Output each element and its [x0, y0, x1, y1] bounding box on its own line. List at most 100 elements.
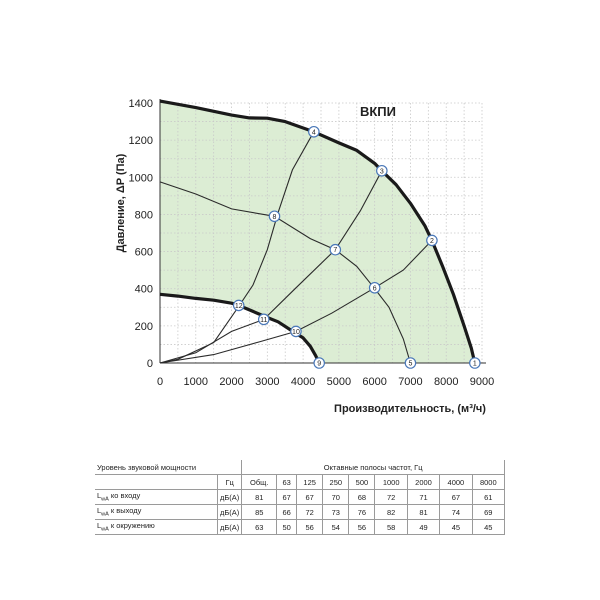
point-marker-label: 4: [312, 129, 316, 136]
row-label-sub: wA: [101, 511, 109, 518]
value-cell: 50: [276, 519, 298, 535]
value-cell: 82: [374, 504, 408, 520]
x-tick-label: 0: [157, 376, 163, 388]
x-axis-title: Производительность, (м³/ч): [334, 403, 486, 415]
x-tick-label: 4000: [291, 376, 315, 388]
value-cell: 68: [348, 489, 376, 505]
table-row: LwA к окружению дБ(А) 63 50 56 54 56 58 49 45 45: [95, 519, 506, 535]
column-header-cell: 8000: [471, 474, 506, 490]
sound-power-table: Уровень звуковой мощности Октавные полосы…: [95, 460, 506, 535]
point-marker: [469, 357, 481, 369]
x-tick-label: 5000: [327, 376, 351, 388]
row-label-rest: ко входу: [108, 491, 141, 501]
column-header-cell: 125: [296, 474, 324, 490]
column-header-cell: 1000: [374, 474, 408, 490]
row-label-main: L: [97, 491, 102, 501]
row-label-rest: к выходу: [108, 506, 142, 516]
point-marker-label: 1: [473, 361, 477, 368]
table-title-cell: Уровень звуковой мощности: [95, 460, 243, 475]
point-marker-label: 12: [235, 303, 243, 310]
row-label-sub: wA: [101, 496, 109, 503]
table-header-row: Гц Общ. 63 125 250 500 1000 2000 4000 8000: [95, 474, 506, 490]
row-label-cell: LwA ко входу: [95, 489, 218, 505]
system-curve-1: [159, 170, 383, 364]
y-tick-label: 200: [135, 321, 153, 333]
value-cell: 69: [471, 504, 506, 520]
system-curve-0: [159, 131, 315, 364]
table-row: LwA к выходу дБ(А) 85 66 72 73 76 82 81 74 69: [95, 504, 506, 520]
row-label-cell: LwA к выходу: [95, 504, 218, 520]
value-cell: 58: [374, 519, 408, 535]
y-tick-label: 600: [135, 247, 153, 259]
point-marker-label: 2: [430, 238, 434, 245]
fan-curve-min: [159, 292, 321, 364]
value-cell: 81: [241, 489, 278, 505]
value-cell: 56: [348, 519, 376, 535]
value-cell: 85: [241, 504, 278, 520]
row-label-rest: к окружению: [108, 521, 155, 531]
value-cell: 73: [322, 504, 350, 520]
column-header-cell: 250: [322, 474, 350, 490]
x-tick-label: 9000: [470, 376, 494, 388]
fan-performance-chart: 0 1000 2000 3000 4000 5000 6000 7000 8000 9000 0 20…: [115, 98, 494, 415]
unit-cell: дБ(А): [216, 504, 243, 520]
value-cell: 66: [276, 504, 298, 520]
point-marker-label: 9: [317, 361, 321, 368]
point-marker-label: 6: [373, 285, 377, 292]
point-marker-label: 5: [408, 361, 412, 368]
column-header-cell: 500: [348, 474, 376, 490]
column-header-cell: Общ.: [241, 474, 278, 490]
value-cell: 72: [296, 504, 324, 520]
chart-title: ВКПИ: [360, 104, 396, 119]
column-header-cell: 2000: [406, 474, 441, 490]
system-curve-2: [159, 240, 433, 364]
x-tick-label: 2000: [219, 376, 243, 388]
point-marker-label: 10: [292, 329, 300, 336]
point-marker: [376, 164, 388, 177]
value-cell: 56: [296, 519, 324, 535]
x-tick-label: 8000: [434, 376, 458, 388]
x-tick-label: 1000: [184, 376, 208, 388]
hz-label-cell: Гц: [216, 474, 243, 490]
point-marker: [426, 234, 438, 247]
point-marker: [232, 299, 245, 312]
value-cell: 74: [439, 504, 473, 520]
point-marker-label: 8: [273, 214, 277, 221]
y-tick-label: 0: [147, 358, 153, 370]
bands-title-cell: Октавные полосы частот, Гц: [241, 460, 505, 475]
value-cell: 67: [296, 489, 324, 505]
value-cell: 67: [439, 489, 473, 505]
table-header-row: Уровень звуковой мощности Октавные полосы…: [95, 460, 505, 475]
unit-cell: дБ(А): [216, 489, 243, 505]
value-cell: 72: [374, 489, 408, 505]
row-label-main: L: [97, 506, 102, 516]
column-header-cell: 4000: [439, 474, 473, 490]
row-label-main: L: [97, 521, 102, 531]
x-tick-label: 6000: [362, 376, 386, 388]
value-cell: 61: [471, 489, 506, 505]
value-cell: 67: [276, 489, 298, 505]
unit-cell: дБ(А): [216, 519, 243, 535]
point-marker-label: 11: [260, 317, 267, 324]
header-empty-cell: [95, 474, 218, 490]
y-tick-label: 1200: [129, 135, 153, 147]
column-header-cell: 63: [276, 474, 298, 490]
point-marker: [404, 357, 417, 369]
value-cell: 81: [406, 504, 441, 520]
operating-area-fill: [160, 101, 475, 363]
point-marker-label: 7: [333, 247, 337, 254]
x-tick-label: 3000: [255, 376, 279, 388]
point-marker: [290, 325, 302, 338]
value-cell: 76: [348, 504, 376, 520]
value-cell: 45: [471, 519, 506, 535]
sound-power-table-container: Уровень звуковой мощности Октавные полосы…: [95, 460, 506, 535]
chart-svg: 0 1000 2000 3000 4000 5000 6000 7000 8000 9000 0 20…: [115, 98, 494, 415]
y-tick-label: 400: [135, 284, 153, 296]
value-cell: 45: [439, 519, 473, 535]
point-marker: [268, 210, 281, 223]
row-label-sub: wA: [101, 526, 109, 533]
point-marker-label: 3: [380, 168, 384, 175]
x-tick-label: 7000: [398, 376, 422, 388]
y-tick-label: 1400: [129, 98, 153, 110]
value-cell: 63: [241, 519, 278, 535]
